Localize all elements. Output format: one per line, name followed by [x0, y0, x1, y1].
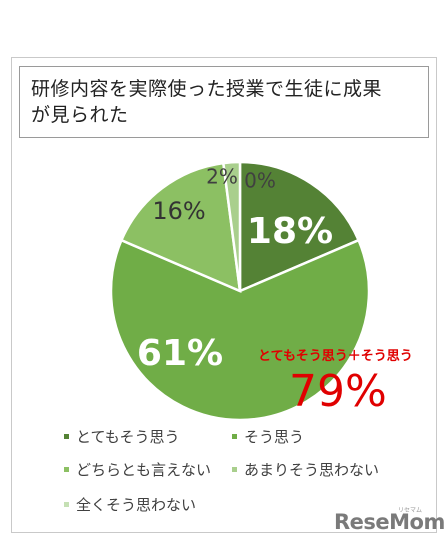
slice-label-4: 2%	[206, 165, 238, 189]
legend-item-4: あまりそう思わない	[232, 459, 379, 480]
legend-label-3: どちらとも言えない	[76, 461, 212, 479]
slice-label-5: 0%	[244, 169, 276, 193]
slice-label-1: 18%	[247, 211, 333, 252]
legend-swatch-5	[64, 502, 69, 507]
combined-annotation-value: 79%	[289, 366, 387, 417]
legend-item-1: とてもそう思う	[64, 426, 180, 447]
legend-item-5: 全くそう思わない	[64, 494, 196, 515]
pie-slice-1	[238, 160, 361, 293]
legend-swatch-1	[64, 434, 69, 439]
slice-label-2: 61%	[137, 333, 223, 374]
legend-label-5: 全くそう思わない	[76, 496, 197, 514]
legend-label-1: とてもそう思う	[76, 428, 180, 446]
combined-annotation-label: とてもそう思う＋そう思う	[258, 349, 413, 364]
chart-title-line-2: が見られた	[31, 104, 129, 126]
resemom-logo-kana: リセマム	[398, 507, 423, 514]
legend-swatch-2	[232, 434, 237, 439]
legend-swatch-4	[232, 467, 237, 472]
chart-title-line-1: 研修内容を実際使った授業で生徒に成果	[31, 78, 383, 100]
pie-slice-2	[109, 238, 371, 422]
pie-slice-3	[119, 161, 242, 294]
legend-label-4: あまりそう思わない	[244, 461, 380, 479]
pie-slice-4	[221, 160, 242, 292]
legend-item-3: どちらとも言えない	[64, 459, 211, 480]
slice-label-3: 16%	[152, 197, 205, 225]
chart-title: 研修内容を実際使った授業で生徒に成果 が見られた	[31, 76, 423, 128]
chart-title-box: 研修内容を実際使った授業で生徒に成果 が見られた	[19, 66, 429, 138]
legend-swatch-3	[64, 467, 69, 472]
resemom-logo: ReseMom	[334, 510, 445, 534]
legend-item-2: そう思う	[232, 426, 304, 447]
legend-label-2: そう思う	[244, 428, 305, 446]
